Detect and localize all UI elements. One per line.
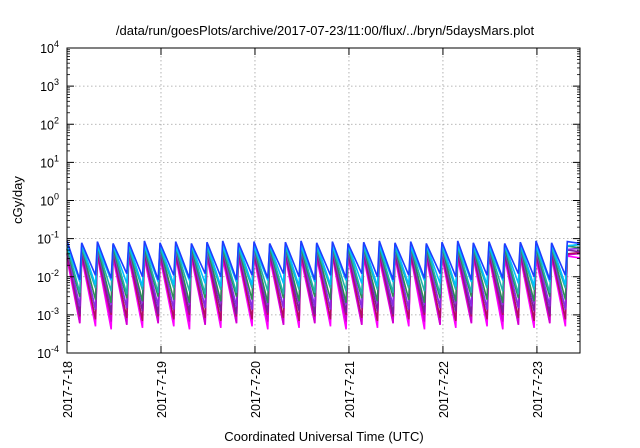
y-tick-label: 102 bbox=[40, 115, 59, 132]
x-tick-label: 2017-7-19 bbox=[155, 361, 169, 418]
x-tick-label: 2017-7-21 bbox=[343, 361, 357, 418]
y-tick-label: 10-1 bbox=[37, 230, 59, 247]
y-axis: 10-4 10-3 10-2 10-1 100 101 102 103 104 bbox=[37, 39, 580, 361]
x-tick-label: 2017-7-20 bbox=[249, 361, 263, 418]
y-axis-label: cGy/day bbox=[10, 176, 25, 224]
y-tick-label: 10-4 bbox=[37, 344, 59, 361]
y-tick-label: 10-2 bbox=[37, 268, 59, 285]
x-tick-label: 2017-7-18 bbox=[61, 361, 75, 418]
y-tick-label: 104 bbox=[40, 39, 59, 56]
y-tick-label: 100 bbox=[40, 192, 59, 209]
x-axis: 2017-7-18 2017-7-19 2017-7-20 2017-7-21 2017… bbox=[61, 48, 545, 418]
y-tick-label: 10-3 bbox=[37, 306, 59, 323]
series-line-8 bbox=[66, 243, 581, 287]
series-group bbox=[66, 240, 581, 330]
x-axis-label: Coordinated Universal Time (UTC) bbox=[224, 429, 423, 444]
chart-title: /data/run/goesPlots/archive/2017-07-23/1… bbox=[116, 23, 535, 38]
x-tick-label: 2017-7-23 bbox=[531, 361, 545, 418]
x-tick-label: 2017-7-22 bbox=[437, 361, 451, 418]
y-tick-label: 101 bbox=[40, 153, 59, 170]
series-line-9 bbox=[66, 240, 581, 281]
y-tick-label: 103 bbox=[40, 77, 59, 94]
